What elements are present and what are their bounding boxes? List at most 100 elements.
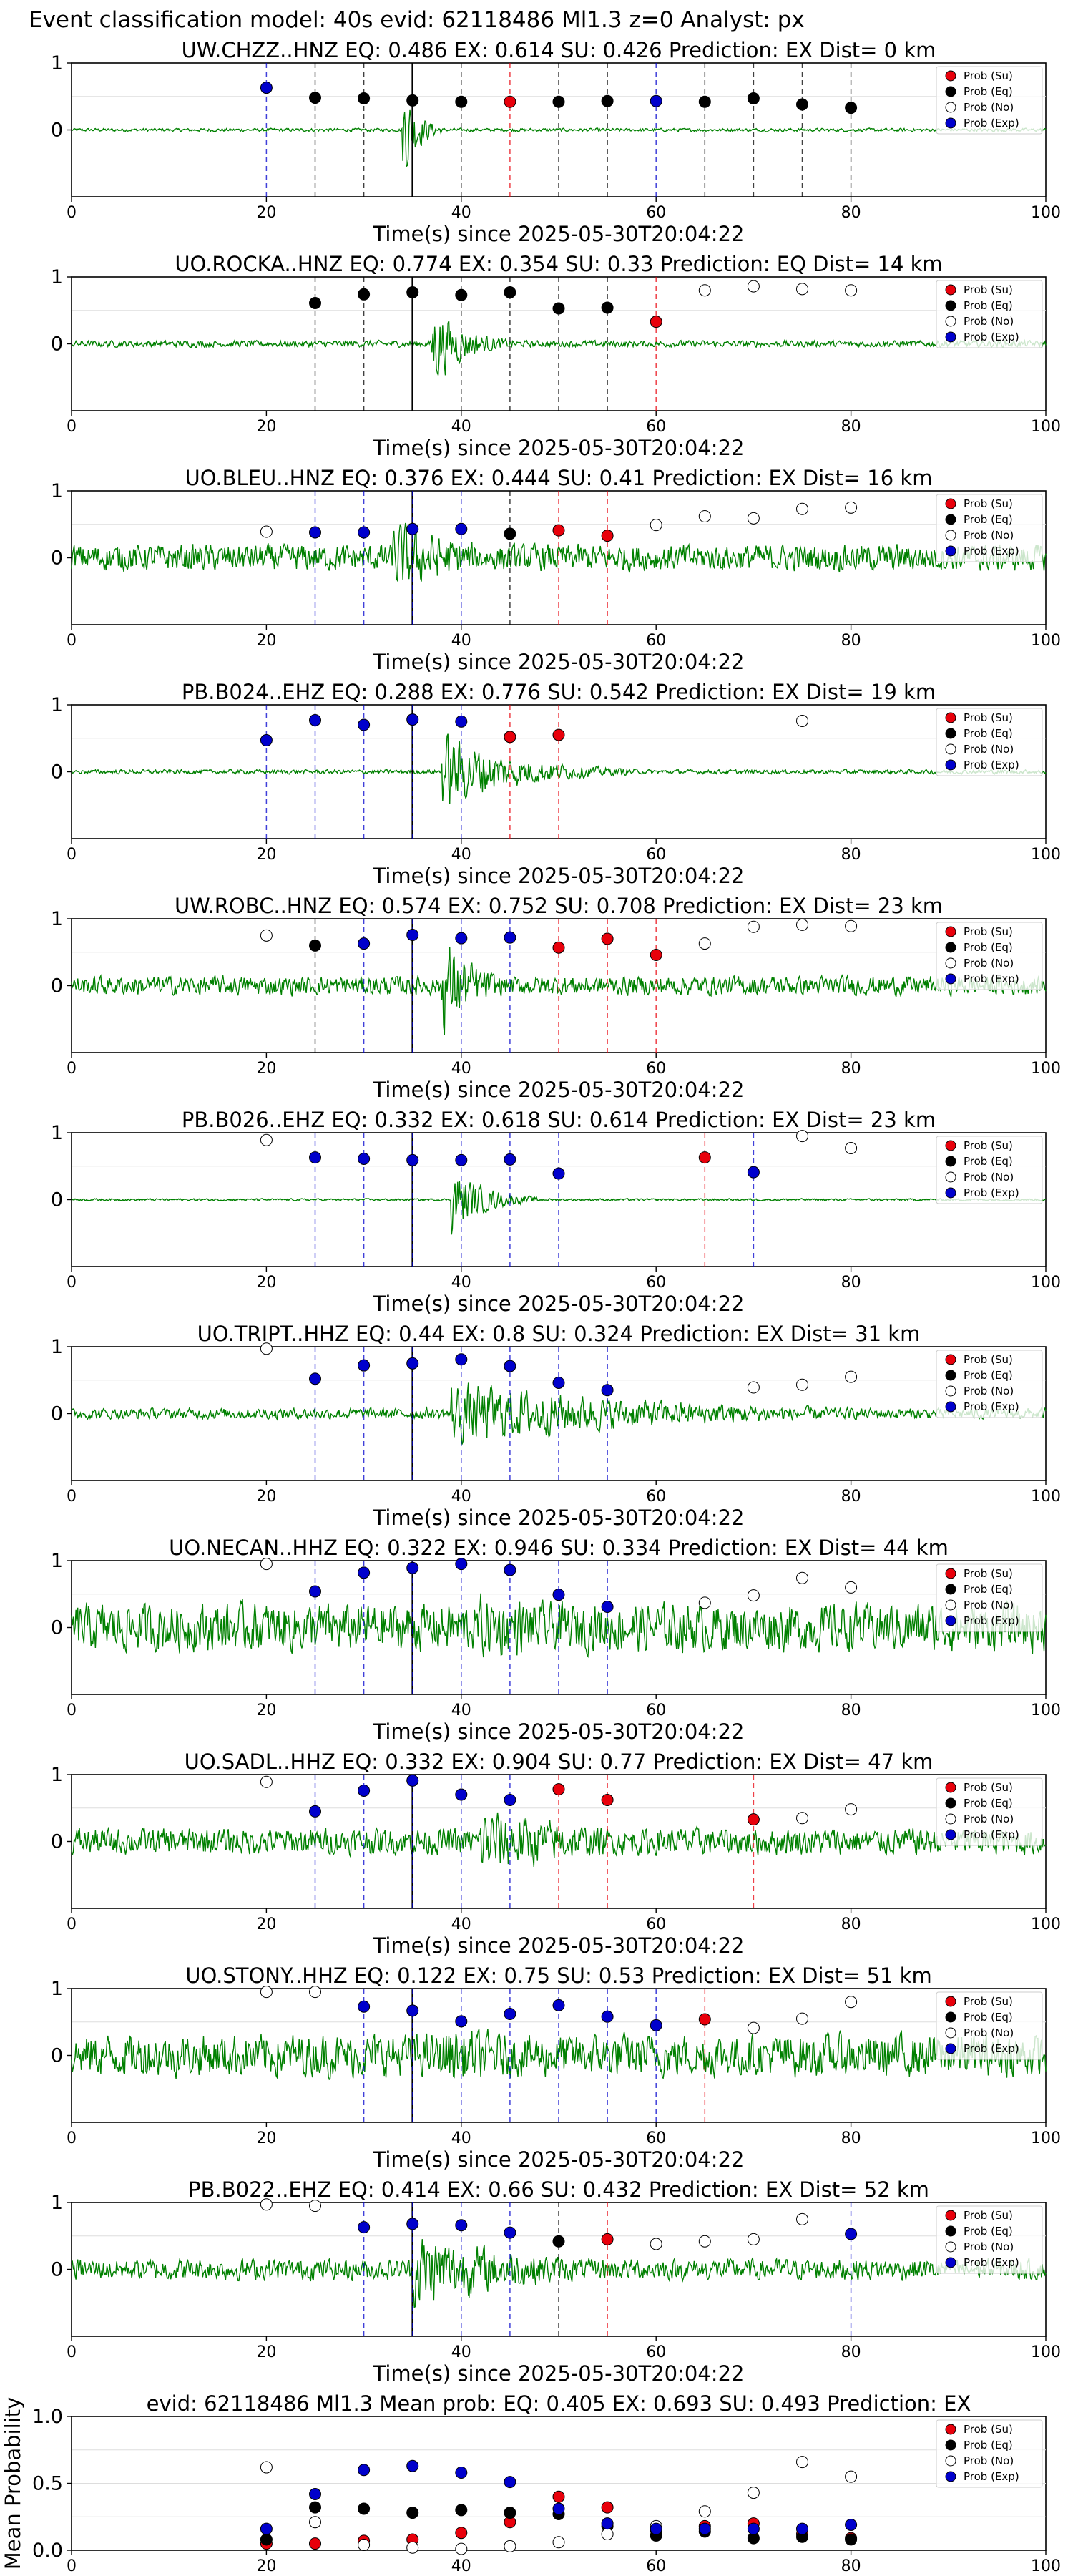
legend-marker-su bbox=[945, 498, 956, 509]
y-tick-label: 0.5 bbox=[32, 2473, 63, 2495]
probability-point-no bbox=[845, 1996, 858, 2009]
panel-title: UO.TRIPT..HHZ EQ: 0.44 EX: 0.8 SU: 0.324… bbox=[197, 1322, 921, 1346]
x-tick-label: 100 bbox=[1031, 2343, 1061, 2361]
legend-box bbox=[936, 1563, 1043, 1632]
probability-point-no bbox=[698, 1596, 711, 1609]
mean-point-no bbox=[309, 2516, 321, 2529]
x-tick-label: 100 bbox=[1031, 2557, 1061, 2575]
panel-title: UO.ROCKA..HNZ EQ: 0.774 EX: 0.354 SU: 0.… bbox=[175, 252, 942, 276]
probability-point-exp bbox=[455, 1153, 468, 1166]
x-tick-label: 40 bbox=[451, 632, 471, 650]
station-panel: UW.CHZZ..HNZ EQ: 0.486 EX: 0.614 SU: 0.4… bbox=[51, 38, 1061, 246]
x-tick-label: 40 bbox=[451, 1916, 471, 1933]
probability-point-exp bbox=[552, 1589, 565, 1601]
probability-point-exp bbox=[358, 2221, 371, 2234]
legend-marker-eq bbox=[945, 86, 956, 97]
legend-marker-eq bbox=[945, 1156, 956, 1167]
legend-marker-su bbox=[945, 712, 956, 723]
legend-marker-no bbox=[945, 743, 956, 755]
legend-box bbox=[936, 1350, 1043, 1418]
x-tick-label: 0 bbox=[67, 1916, 77, 1933]
y-tick-label: 1 bbox=[51, 52, 63, 74]
probability-point-exp bbox=[552, 1167, 565, 1180]
legend-marker-eq bbox=[945, 300, 956, 311]
probability-point-exp bbox=[504, 1360, 516, 1372]
probability-point-no bbox=[650, 2238, 662, 2250]
probability-point-no bbox=[747, 920, 760, 933]
legend-label: Prob (Eq) bbox=[964, 1797, 1013, 1810]
y-tick-label: 0 bbox=[51, 1189, 63, 1211]
probability-point-su bbox=[552, 941, 565, 954]
legend-box bbox=[936, 66, 1043, 135]
panel-title: PB.B024..EHZ EQ: 0.288 EX: 0.776 SU: 0.5… bbox=[182, 680, 936, 704]
panel-title: UO.BLEU..HNZ EQ: 0.376 EX: 0.444 SU: 0.4… bbox=[185, 466, 933, 490]
mean-point-no bbox=[845, 2470, 858, 2483]
station-panel: UO.STONY..HHZ EQ: 0.122 EX: 0.75 SU: 0.5… bbox=[51, 1963, 1061, 2172]
legend-label: Prob (No) bbox=[964, 1171, 1014, 1184]
probability-point-exp bbox=[455, 1353, 468, 1366]
probability-point-exp bbox=[406, 522, 419, 535]
probability-point-no bbox=[747, 2021, 760, 2034]
x-axis-label: Time(s) since 2025-05-30T20:04:22 bbox=[373, 1719, 745, 1744]
legend-box bbox=[936, 922, 1043, 990]
x-tick-label: 80 bbox=[841, 204, 861, 222]
x-tick-label: 20 bbox=[256, 1916, 276, 1933]
probability-point-exp bbox=[309, 1372, 321, 1385]
probability-point-exp bbox=[504, 1563, 516, 1576]
mean-point-su bbox=[601, 2501, 614, 2514]
y-tick-label: 0 bbox=[51, 2259, 63, 2281]
panel-title: PB.B022..EHZ EQ: 0.414 EX: 0.66 SU: 0.43… bbox=[188, 2177, 929, 2202]
probability-point-no bbox=[845, 919, 858, 932]
legend-label: Prob (Eq) bbox=[964, 2439, 1013, 2451]
probability-point-no bbox=[845, 1370, 858, 1383]
x-tick-label: 60 bbox=[646, 846, 666, 864]
x-tick-label: 40 bbox=[451, 1702, 471, 1719]
legend-marker-eq bbox=[945, 1584, 956, 1595]
x-tick-label: 100 bbox=[1031, 418, 1061, 436]
mean-point-no bbox=[504, 2540, 516, 2552]
probability-point-su bbox=[650, 948, 662, 961]
probability-point-exp bbox=[358, 1784, 371, 1797]
probability-point-no bbox=[747, 2233, 760, 2245]
station-panel: PB.B026..EHZ EQ: 0.332 EX: 0.618 SU: 0.6… bbox=[51, 1108, 1061, 1316]
legend-label: Prob (Su) bbox=[964, 1353, 1013, 1366]
x-axis-label: Time(s) since 2025-05-30T20:04:22 bbox=[373, 1078, 745, 1102]
legend-label: Prob (Exp) bbox=[964, 1400, 1019, 1413]
probability-point-exp bbox=[406, 1561, 419, 1574]
legend-box bbox=[936, 2419, 1043, 2488]
x-tick-label: 0 bbox=[67, 632, 77, 650]
x-tick-label: 100 bbox=[1031, 632, 1061, 650]
x-tick-label: 100 bbox=[1031, 1916, 1061, 1933]
mean-point-exp bbox=[650, 2522, 662, 2535]
probability-point-no bbox=[698, 937, 711, 950]
x-tick-label: 100 bbox=[1031, 2129, 1061, 2147]
legend-box bbox=[936, 1991, 1043, 2060]
legend-label: Prob (Exp) bbox=[964, 758, 1019, 771]
y-tick-label: 1 bbox=[51, 2192, 63, 2214]
probability-point-no bbox=[747, 280, 760, 293]
x-tick-label: 60 bbox=[646, 204, 666, 222]
mean-point-su bbox=[309, 2537, 321, 2550]
y-tick-label: 0.0 bbox=[32, 2540, 63, 2562]
x-tick-label: 60 bbox=[646, 1916, 666, 1933]
legend-marker-eq bbox=[945, 1370, 956, 1381]
y-tick-label: 1 bbox=[51, 1550, 63, 1572]
probability-point-no bbox=[260, 929, 273, 942]
legend-marker-su bbox=[945, 2424, 956, 2435]
x-tick-label: 20 bbox=[256, 1488, 276, 1506]
probability-point-no bbox=[260, 525, 273, 538]
legend-marker-no bbox=[945, 1385, 956, 1397]
probability-point-exp bbox=[309, 1585, 321, 1598]
legend-label: Prob (Exp) bbox=[964, 972, 1019, 985]
legend-label: Prob (Su) bbox=[964, 1567, 1013, 1580]
figure-title: Event classification model: 40s evid: 62… bbox=[29, 7, 805, 33]
y-tick-label: 0 bbox=[51, 333, 63, 356]
y-tick-label: 0 bbox=[51, 119, 63, 142]
legend-marker-exp bbox=[945, 1401, 956, 1413]
legend-marker-su bbox=[945, 1996, 956, 2007]
probability-point-exp bbox=[552, 1999, 565, 2011]
x-tick-label: 60 bbox=[646, 1702, 666, 1719]
x-axis-label: Time(s) since 2025-05-30T20:04:22 bbox=[373, 1933, 745, 1958]
probability-point-no bbox=[747, 512, 760, 525]
probability-point-exp bbox=[747, 1166, 760, 1179]
